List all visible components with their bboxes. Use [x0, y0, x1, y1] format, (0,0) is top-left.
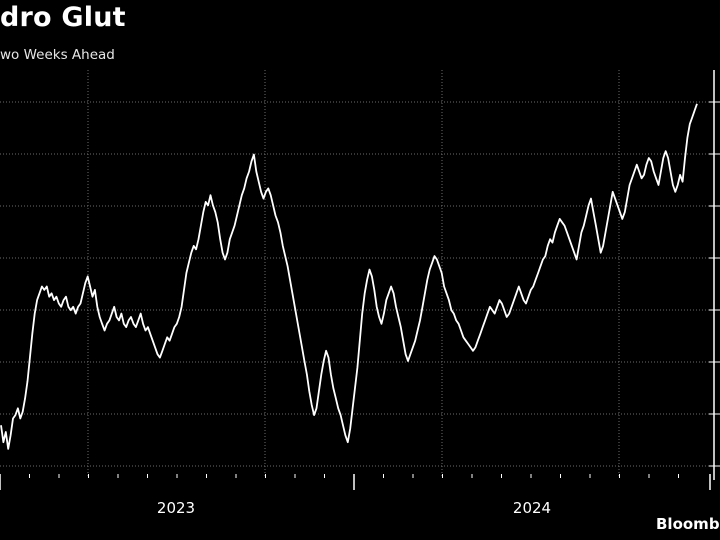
gridlines	[0, 70, 714, 476]
axes	[0, 70, 720, 490]
x-tick-label-2024: 2024	[513, 499, 551, 517]
chart-title: dro Glut	[0, 2, 126, 33]
source-credit: Bloomb	[656, 515, 720, 533]
series-line	[0, 103, 698, 450]
x-tick-label-2023: 2023	[157, 499, 195, 517]
chart-subtitle: wo Weeks Ahead	[0, 47, 115, 63]
series-layer	[0, 103, 698, 450]
